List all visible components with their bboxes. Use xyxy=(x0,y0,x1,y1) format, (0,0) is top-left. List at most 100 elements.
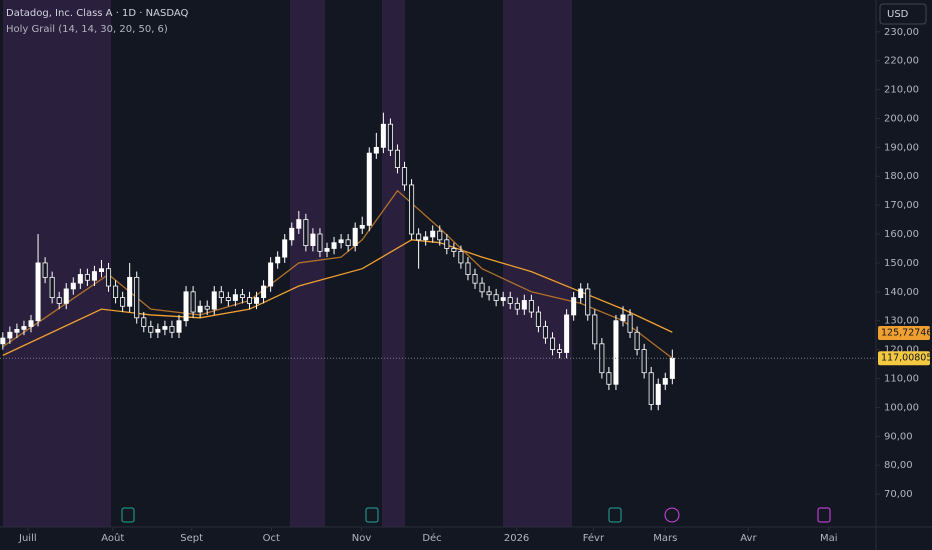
earnings-icon[interactable] xyxy=(608,507,622,523)
candle-body xyxy=(387,123,393,151)
y-tick-label: 200,00 xyxy=(884,113,919,124)
candle-body xyxy=(437,230,443,241)
candle-body xyxy=(197,305,203,313)
earnings-icon[interactable] xyxy=(817,507,831,523)
moving-average xyxy=(2,239,673,356)
candle-body xyxy=(35,262,41,322)
earnings-icon[interactable] xyxy=(121,507,135,523)
candle-body xyxy=(507,297,513,304)
candle-body xyxy=(430,230,436,238)
candle-body xyxy=(458,250,464,264)
candle-body xyxy=(359,224,365,229)
candle-body xyxy=(176,320,182,333)
candle-body xyxy=(521,300,527,310)
candle-body xyxy=(162,326,168,330)
candle-body xyxy=(380,123,386,148)
candle-body xyxy=(500,297,506,301)
candle-body xyxy=(486,291,492,296)
zone xyxy=(382,0,405,527)
candle-body xyxy=(493,294,499,301)
candle-body xyxy=(7,331,13,339)
candle-body xyxy=(578,288,584,298)
y-tick-label: 140,00 xyxy=(884,287,919,298)
y-tick-label: 130,00 xyxy=(884,316,919,327)
moving-average xyxy=(2,189,673,359)
candle-body xyxy=(98,268,104,272)
candle-body xyxy=(77,274,83,284)
y-tick-label: 120,00 xyxy=(884,345,919,356)
x-tick-label: Sept xyxy=(180,533,203,544)
event-icon[interactable] xyxy=(664,507,680,523)
currency[interactable]: USD xyxy=(887,9,909,20)
candle-body xyxy=(648,372,654,405)
candle-body xyxy=(634,331,640,350)
y-tick-label: 70,00 xyxy=(884,489,913,500)
candle-body xyxy=(620,314,626,322)
candle-body xyxy=(261,285,267,298)
candle-body xyxy=(49,276,55,298)
candle-body xyxy=(254,297,260,304)
y-tick-label: 110,00 xyxy=(884,373,919,384)
candle-body xyxy=(465,262,471,275)
candle-body xyxy=(232,294,238,301)
y-tick-label: 190,00 xyxy=(884,142,919,153)
y-tick-label: 210,00 xyxy=(884,85,919,96)
candle-body xyxy=(550,337,556,350)
candle-body xyxy=(324,248,330,252)
y-tick-label: 100,00 xyxy=(884,402,919,413)
candle-body xyxy=(225,297,231,301)
indicator: Holy Grail (14, 14, 30, 20, 50, 6) xyxy=(6,24,168,35)
candle-body xyxy=(14,328,20,333)
x-tick-label: Déc xyxy=(422,532,441,544)
candle-body xyxy=(528,300,534,313)
candle-body xyxy=(402,167,408,186)
candle-body xyxy=(148,326,154,333)
zone xyxy=(290,0,325,527)
currency-button[interactable] xyxy=(879,3,927,25)
candle-body xyxy=(211,291,217,310)
candle-body xyxy=(423,236,429,241)
candle-body xyxy=(557,349,563,353)
candle-body xyxy=(296,219,302,229)
x-tick-label: Oct xyxy=(263,533,280,544)
y-tick-label: 170,00 xyxy=(884,200,919,211)
candle-body xyxy=(42,262,48,278)
candle-body xyxy=(352,227,358,246)
candle-body xyxy=(394,149,400,168)
earnings-icons xyxy=(121,507,831,523)
candle-body xyxy=(127,276,133,307)
x-tick-label: Août xyxy=(101,532,124,544)
candle-body xyxy=(338,239,344,244)
candle-body xyxy=(169,326,175,333)
candle-body xyxy=(542,326,548,339)
y-tick-label: 160,00 xyxy=(884,229,919,240)
candle-body xyxy=(479,282,485,293)
candle-body xyxy=(63,288,69,304)
candle-body xyxy=(409,184,415,235)
candle-body xyxy=(669,357,675,379)
price-label: 117,008056 xyxy=(881,353,932,364)
candle-body xyxy=(204,305,210,310)
symbol: Datadog, Inc. Class A · 1D · NASDAQ xyxy=(6,8,189,19)
candle-body xyxy=(120,297,126,307)
y-tick-label: 230,00 xyxy=(884,27,919,38)
candle-body xyxy=(606,372,612,385)
earnings-icon[interactable] xyxy=(365,507,379,523)
candle-body xyxy=(303,219,309,246)
candle-body xyxy=(641,349,647,374)
y-tick-label: 220,00 xyxy=(884,56,919,67)
candle-body xyxy=(514,302,520,310)
zone xyxy=(3,0,111,527)
candle-body xyxy=(331,242,337,249)
candle-body xyxy=(317,233,323,252)
candle-body xyxy=(444,239,450,249)
candle-body xyxy=(613,320,619,385)
price-label-box xyxy=(878,351,930,366)
candle-body xyxy=(113,285,119,298)
x-tick-label: Mai xyxy=(820,533,838,544)
candle-body xyxy=(246,297,252,304)
